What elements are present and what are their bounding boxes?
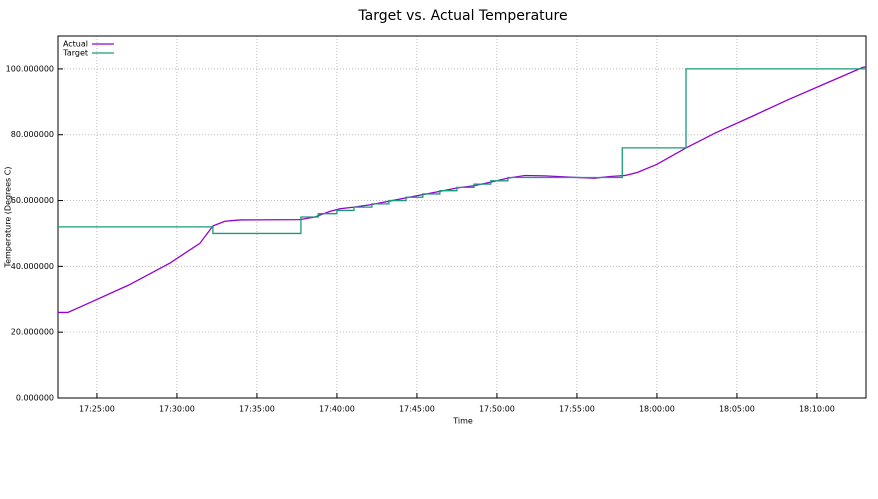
x-tick-label: 17:30:00 [159, 405, 195, 414]
series-line [58, 68, 866, 235]
legend-label: Target [62, 49, 88, 58]
y-axis-label: Temperature (Degrees C) [4, 167, 13, 269]
x-tick-label: 17:45:00 [399, 405, 435, 414]
x-tick-label: 17:35:00 [239, 405, 275, 414]
x-axis-label: Time [452, 417, 473, 426]
y-tick-label: 20.000000 [11, 328, 54, 337]
y-tick-label: 0.000000 [16, 394, 54, 403]
x-tick-label: 18:10:00 [799, 405, 835, 414]
y-tick-label: 80.000000 [11, 130, 54, 139]
y-tick-label: 60.000000 [11, 196, 54, 205]
x-tick-label: 17:25:00 [79, 405, 115, 414]
x-tick-label: 18:05:00 [719, 405, 755, 414]
y-tick-label: 40.000000 [11, 262, 54, 271]
plot-frame [57, 35, 867, 399]
chart-title: Target vs. Actual Temperature [357, 8, 567, 24]
series-line [58, 66, 867, 314]
x-tick-label: 18:00:00 [639, 405, 675, 414]
x-tick-label: 17:40:00 [319, 405, 355, 414]
y-tick-label: 100.000000 [6, 64, 54, 73]
x-tick-label: 17:55:00 [559, 405, 595, 414]
legend-label: Actual [63, 40, 88, 49]
x-tick-label: 17:50:00 [479, 405, 515, 414]
